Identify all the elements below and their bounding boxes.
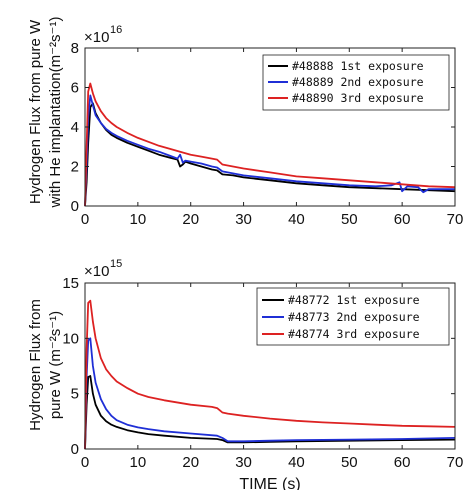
series-line-bottom-2: [84, 299, 456, 450]
xlabel-bottom: TIME (s): [239, 476, 300, 490]
legend-bottom-label-0: #48772 1st exposure: [288, 293, 420, 307]
ytick-label-bottom-1: 5: [71, 386, 79, 403]
xtick-label-top-0: 0: [81, 211, 89, 228]
ytick-label-top-4: 8: [71, 40, 79, 57]
xtick-label-top-2: 20: [182, 211, 199, 228]
xtick-label-top-4: 40: [288, 211, 305, 228]
ytick-label-top-2: 4: [71, 119, 79, 136]
xtick-label-bottom-6: 60: [394, 454, 411, 471]
ytick-label-bottom-2: 10: [62, 330, 79, 347]
xtick-label-bottom-4: 40: [288, 454, 305, 471]
ytick-label-bottom-3: 15: [62, 275, 79, 292]
axes-frame-bottom: [84, 282, 456, 450]
ytick-label-bottom-0: 0: [71, 441, 79, 458]
ylabel-bottom-line1: Hydrogen Flux from: [27, 299, 44, 431]
xtick-label-top-5: 50: [341, 211, 358, 228]
xtick-label-top-1: 10: [130, 211, 147, 228]
ylabel-top-line2: with He implantation(m⁻²s⁻¹): [47, 17, 64, 209]
legend-bottom-label-2: #48774 3rd exposure: [288, 327, 420, 341]
xtick-label-top-7: 70: [447, 211, 464, 228]
series-line-top-2: [84, 82, 456, 207]
multiplier-top-base: ×10: [84, 29, 109, 46]
multiplier-top: ×10 16: [84, 24, 122, 46]
multiplier-bottom: ×10 15: [84, 258, 122, 280]
xtick-label-bottom-1: 10: [130, 454, 147, 471]
ylabel-bottom-line2: pure W (m⁻²s⁻¹): [47, 311, 64, 419]
xtick-label-top-3: 30: [235, 211, 252, 228]
ytick-label-top-3: 6: [71, 80, 79, 97]
xtick-label-bottom-3: 30: [235, 454, 252, 471]
xtick-label-top-6: 60: [394, 211, 411, 228]
panel-bottom: Hydrogen Flux from pure W (m⁻²s⁻¹) ×10 1…: [27, 258, 463, 490]
ytick-label-top-0: 0: [71, 198, 79, 215]
multiplier-bottom-exp: 15: [110, 258, 122, 270]
series-line-bottom-0: [84, 375, 456, 450]
legend-bottom-box: [256, 287, 450, 346]
xtick-label-bottom-5: 50: [341, 454, 358, 471]
xtick-label-bottom-0: 0: [81, 454, 89, 471]
series-line-bottom-1: [84, 337, 456, 450]
xtick-label-bottom-2: 20: [182, 454, 199, 471]
legend-top-box: [262, 54, 450, 111]
legend-top-label-1: #48889 2nd exposure: [292, 75, 424, 89]
legend-bottom-label-1: #48773 2nd exposure: [288, 310, 420, 324]
multiplier-top-exp: 16: [110, 24, 122, 36]
ylabel-top-line1: Hydrogen Flux from pure W: [27, 19, 44, 204]
legend-top-label-2: #48890 3rd exposure: [292, 91, 424, 105]
multiplier-bottom-base: ×10: [84, 263, 109, 280]
legend-bottom: #48772 1st exposure #48773 2nd exposure …: [256, 287, 450, 346]
xtick-label-bottom-7: 70: [447, 454, 464, 471]
ticks-group-bottom: 0 10 20 30 40 50 60 70 0 5 10 15: [62, 275, 463, 471]
series-line-top-0: [84, 102, 456, 207]
panel-top: Hydrogen Flux from pure W with He implan…: [27, 17, 463, 228]
ticks-group-top: 0 10 20 30 40 50 60 70 0 2 4 6 8: [71, 40, 464, 228]
series-group-top: [84, 82, 456, 207]
series-group-bottom: [84, 299, 456, 450]
ytick-label-top-1: 2: [71, 159, 79, 176]
legend-top: #48888 1st exposure #48889 2nd exposure …: [262, 54, 450, 111]
legend-top-label-0: #48888 1st exposure: [292, 59, 424, 73]
